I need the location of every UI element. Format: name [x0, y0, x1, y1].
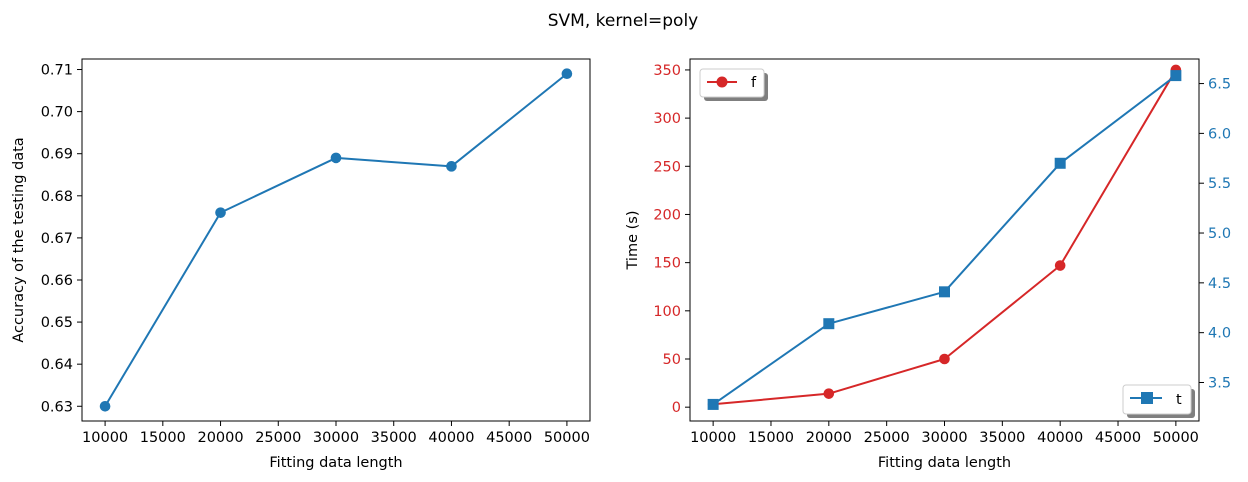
- legend-f: f: [699, 68, 768, 101]
- y-tick-label: 0.69: [41, 147, 73, 163]
- axes-frame: [689, 58, 1200, 422]
- x-tick-label: 40000: [428, 430, 474, 446]
- y2-tick-label: 6.0: [1208, 126, 1231, 142]
- y-tick-label: 50: [663, 352, 681, 368]
- y2-tick-label: 4.0: [1208, 326, 1231, 342]
- data-point-square: [1170, 70, 1182, 82]
- y-tick-label: 0.64: [41, 357, 73, 373]
- y-tick-label: 0.67: [41, 231, 73, 247]
- axes-frame: [81, 58, 591, 422]
- data-point-circle: [99, 400, 111, 412]
- x-tick-label: 20000: [806, 430, 852, 446]
- x-tick-label: 15000: [140, 430, 186, 446]
- y2-tick-label: 5.5: [1208, 176, 1231, 192]
- y2-tick-label: 4.5: [1208, 276, 1231, 292]
- time-chart: 10000 15000 20000 25000 30000 35000 40000 45000…: [625, 58, 1231, 471]
- y-tick-label: 100: [653, 304, 681, 320]
- legend-t: t: [1122, 384, 1195, 418]
- y-tick-label: 200: [653, 207, 681, 223]
- y-tick-label: 0.63: [41, 399, 73, 415]
- x-axis-ticks: 10000 15000 20000 25000 30000 35000 40000 45000…: [82, 421, 590, 446]
- x-axis-label: Fitting data length: [269, 455, 402, 471]
- x-tick-label: 35000: [979, 430, 1025, 446]
- x-tick-label: 20000: [197, 430, 243, 446]
- x-tick-label: 25000: [864, 430, 910, 446]
- data-point-circle: [1054, 260, 1066, 271]
- legend-marker-f: [716, 76, 728, 88]
- y-tick-label: 350: [653, 63, 681, 79]
- x-axis-ticks: 10000 15000 20000 25000 30000 35000 40000 45000…: [690, 421, 1199, 446]
- plot-area: [99, 68, 573, 412]
- data-point-square: [1054, 157, 1066, 169]
- y-tick-label: 250: [653, 159, 681, 175]
- data-point-circle: [215, 207, 226, 218]
- legend-label-f: f: [751, 75, 757, 91]
- x-tick-label: 35000: [371, 430, 417, 446]
- y2-tick-label: 6.5: [1208, 77, 1231, 93]
- y-tick-label: 0.68: [41, 189, 73, 205]
- y-axis-ticks: 0.63 0.64 0.65 0.66 0.67 0.68 0.69 0.70 0.71: [41, 63, 82, 415]
- x-tick-label: 30000: [313, 430, 359, 446]
- data-point-circle: [446, 161, 457, 172]
- x-tick-label: 40000: [1037, 430, 1083, 446]
- y-tick-label: 0.66: [41, 273, 73, 289]
- data-point-square: [707, 398, 719, 410]
- data-point-square: [823, 318, 835, 330]
- y-tick-label: 0.65: [41, 315, 73, 331]
- legend-marker-t: [1141, 392, 1153, 404]
- y-tick-label: 0.71: [41, 63, 73, 79]
- y-axis-label: Time (s): [625, 211, 641, 271]
- x-tick-label: 45000: [1095, 430, 1141, 446]
- x-tick-label: 30000: [921, 430, 967, 446]
- data-point-circle: [561, 68, 573, 80]
- left-y-axis-ticks: 0 50 100 150 200 250 300 350: [653, 63, 690, 416]
- figure-title: SVM, kernel=poly: [548, 11, 698, 31]
- x-tick-label: 50000: [544, 430, 590, 446]
- x-tick-label: 45000: [486, 430, 532, 446]
- y-tick-label: 0.70: [41, 105, 73, 121]
- data-point-circle: [823, 388, 835, 399]
- y-axis-label: Accuracy of the testing data: [11, 137, 27, 342]
- y2-tick-label: 5.0: [1208, 226, 1231, 242]
- x-tick-label: 15000: [748, 430, 794, 446]
- x-tick-label: 10000: [82, 430, 128, 446]
- y-tick-label: 300: [653, 111, 681, 127]
- x-tick-label: 25000: [255, 430, 301, 446]
- legend-label-t: t: [1176, 392, 1182, 408]
- plot-area: [707, 64, 1182, 410]
- data-point-circle: [330, 152, 342, 164]
- data-point-square: [939, 286, 950, 298]
- x-tick-label: 10000: [690, 430, 736, 446]
- right-y-axis-ticks: 3.5 4.0 4.5 5.0 5.5 6.0 6.5: [1199, 77, 1231, 391]
- x-axis-label: Fitting data length: [878, 455, 1011, 471]
- x-tick-label: 50000: [1153, 430, 1199, 446]
- y2-tick-label: 3.5: [1208, 375, 1231, 391]
- data-point-circle: [939, 353, 950, 365]
- y-tick-label: 150: [653, 256, 681, 272]
- accuracy-chart: 10000 15000 20000 25000 30000 35000 40000 45000…: [11, 58, 591, 471]
- series-line: [104, 72, 568, 407]
- legend-box: [1122, 384, 1192, 415]
- y-tick-label: 0: [672, 400, 681, 416]
